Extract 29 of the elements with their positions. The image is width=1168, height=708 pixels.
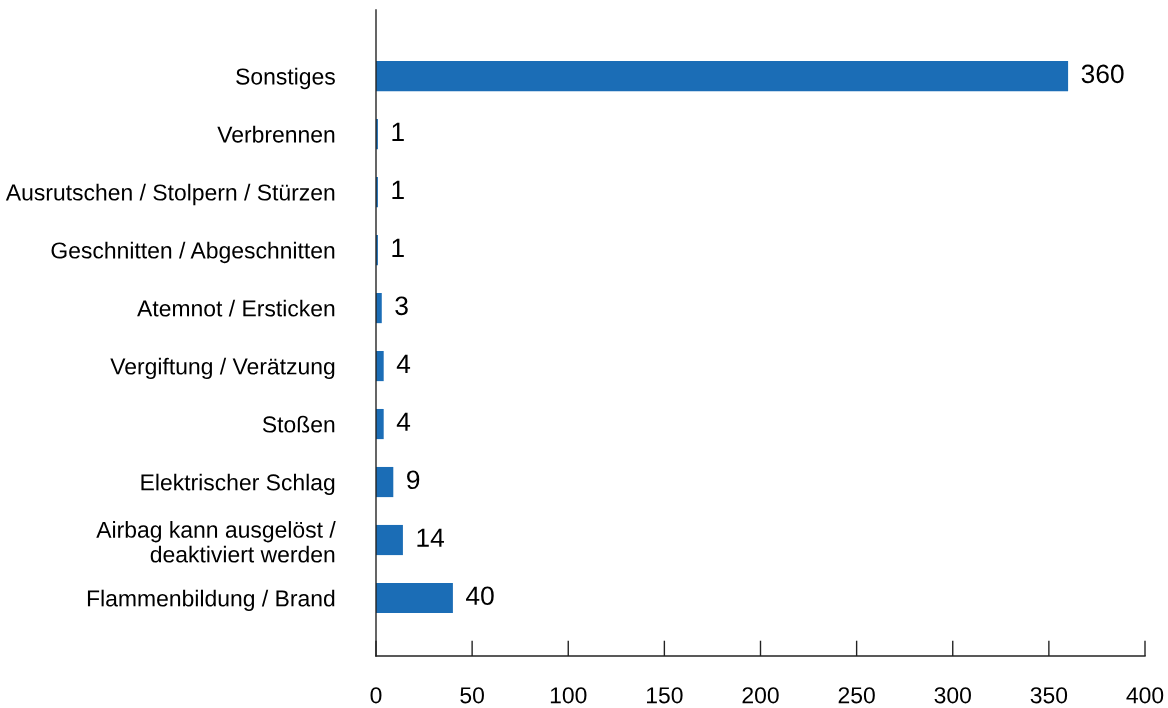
data-label: 4 bbox=[396, 354, 411, 373]
y-tick-label: Flammenbildung / Brand bbox=[87, 589, 335, 612]
data-label: 1 bbox=[392, 122, 404, 141]
y-tick-label: Atemnot / Ersticken bbox=[137, 299, 335, 317]
data-label: 40 bbox=[466, 586, 494, 606]
y-tick-label: Stoßen bbox=[262, 415, 335, 433]
y-tick-label: Geschnitten / Abgeschnitten bbox=[51, 241, 335, 264]
x-tick-label: 350 bbox=[1030, 687, 1068, 704]
x-tick-label: 200 bbox=[742, 687, 779, 704]
y-tick-label: Elektrischer Schlag bbox=[141, 473, 335, 496]
data-label: 4 bbox=[396, 412, 411, 431]
y-tick-label: Airbag kann ausgelöst / deaktiviert werden bbox=[96, 521, 336, 563]
x-tick-label: 100 bbox=[550, 687, 587, 704]
y-tick-label: Verbrennen bbox=[217, 125, 335, 143]
x-tick-label: 300 bbox=[934, 687, 971, 704]
x-tick-label: 400 bbox=[1126, 687, 1164, 704]
data-label: 360 bbox=[1081, 64, 1124, 84]
y-tick-label: Ausrutschen / Stolpern / Stürzen bbox=[5, 183, 335, 206]
data-label: 1 bbox=[392, 238, 404, 257]
x-tick-label: 50 bbox=[460, 687, 484, 704]
data-label: 3 bbox=[395, 296, 408, 316]
x-tick-label: 250 bbox=[838, 687, 875, 704]
y-tick-label: Sonstiges bbox=[236, 67, 335, 90]
data-label: 14 bbox=[417, 528, 444, 547]
y-tick-label: Vergiftung / Verätzung bbox=[110, 357, 335, 380]
x-tick-label: 0 bbox=[370, 687, 382, 704]
data-label: 9 bbox=[407, 470, 420, 490]
data-label: 1 bbox=[392, 180, 404, 199]
x-tick-label: 150 bbox=[647, 687, 683, 704]
